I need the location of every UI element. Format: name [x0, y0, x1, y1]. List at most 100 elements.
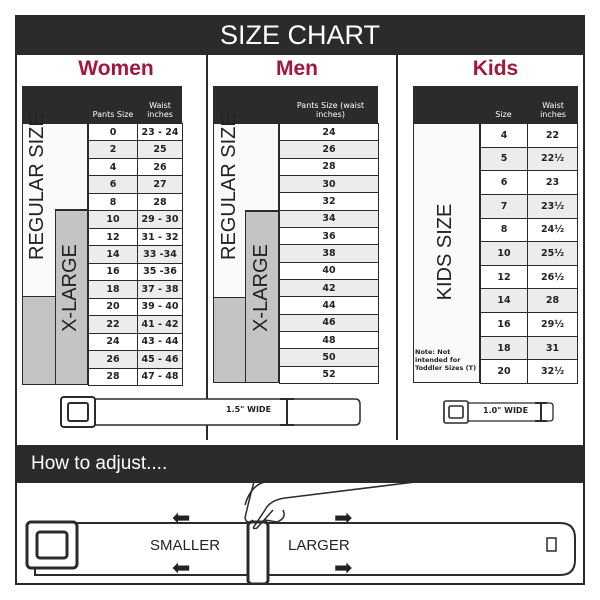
- size-cell: 14: [88, 245, 138, 264]
- waist-cell: 26: [137, 157, 183, 177]
- divider: [206, 55, 208, 440]
- size-cell: 12: [480, 264, 528, 290]
- divider: [396, 55, 398, 440]
- men-col-pants-size: Pants Size (waist inches): [296, 100, 365, 120]
- arrow-left-icon: ⬅: [172, 556, 191, 581]
- size-cell: 38: [279, 244, 379, 263]
- women-col-pants-size: Pants Size: [92, 110, 134, 120]
- size-cell: 5: [480, 146, 528, 172]
- waist-cell: 29 - 30: [137, 210, 183, 229]
- size-cell: 4: [480, 123, 528, 148]
- women-belt-width-label: 1.5" WIDE: [226, 405, 272, 414]
- size-cell: 26: [279, 140, 379, 159]
- size-cell: 16: [480, 312, 528, 337]
- waist-cell: 26½: [527, 264, 578, 290]
- size-cell: 52: [279, 365, 379, 384]
- waist-cell: 31: [527, 335, 578, 361]
- waist-cell: 39 - 40: [137, 297, 183, 317]
- women-col-waist: Waist inches: [147, 100, 173, 120]
- adjust-heading: How to adjust....: [15, 445, 585, 483]
- men-xlarge-label: X-LARGE: [250, 244, 272, 332]
- size-cell: 24: [88, 332, 138, 352]
- kids-belt-width-label: 1.0" WIDE: [483, 406, 529, 415]
- waist-cell: 37 - 38: [137, 280, 183, 299]
- size-cell: 7: [480, 193, 528, 219]
- size-cell: 26: [88, 350, 138, 369]
- women-xlarge-block: [22, 296, 56, 385]
- waist-cell: 29½: [527, 312, 578, 337]
- size-cell: 18: [480, 335, 528, 361]
- women-heading: Women: [78, 57, 154, 80]
- size-cell: 0: [88, 123, 138, 142]
- arrow-right-icon: ➡: [334, 506, 353, 531]
- size-cell: 10: [480, 241, 528, 266]
- kids-label-block: [413, 123, 480, 383]
- larger-label: LARGER: [288, 537, 350, 554]
- size-cell: 40: [279, 261, 379, 280]
- size-cell: 28: [88, 367, 138, 386]
- size-cell: 44: [279, 296, 379, 315]
- men-regular-label: REGULAR SIZE: [218, 113, 240, 260]
- size-cell: 20: [88, 297, 138, 317]
- waist-cell: 23 - 24: [137, 123, 183, 142]
- size-cell: 6: [88, 175, 138, 194]
- waist-cell: 24½: [527, 217, 578, 243]
- waist-cell: 22½: [527, 146, 578, 172]
- women-regular-block: [22, 123, 88, 210]
- waist-cell: 47 - 48: [137, 367, 183, 386]
- waist-cell: 45 - 46: [137, 350, 183, 369]
- men-xlarge-block: [245, 211, 279, 383]
- kids-heading: Kids: [472, 57, 519, 80]
- size-cell: 28: [279, 157, 379, 176]
- size-cell: 8: [480, 217, 528, 243]
- size-cell: 46: [279, 313, 379, 332]
- kids-note: Note: Not intended for Toddler Sizes (T): [415, 348, 477, 373]
- size-cell: 32: [279, 192, 379, 211]
- size-cell: 12: [88, 227, 138, 247]
- kids-col-waist: Waist inches: [540, 100, 566, 120]
- size-cell: 2: [88, 140, 138, 159]
- belt-diagram-1-5-inch: [60, 396, 361, 428]
- waist-cell: 23½: [527, 193, 578, 219]
- size-cell: 4: [88, 157, 138, 177]
- waist-cell: 33 -34: [137, 245, 183, 264]
- men-xlarge-block: [213, 297, 246, 383]
- size-cell: 48: [279, 331, 379, 350]
- size-cell: 8: [88, 192, 138, 212]
- kids-table-header: Size Waist inches: [413, 86, 578, 123]
- men-regular-block: [213, 123, 279, 211]
- waist-cell: 27: [137, 175, 183, 194]
- size-cell: 50: [279, 348, 379, 367]
- women-xlarge-label: X-LARGE: [59, 244, 81, 332]
- waist-cell: 31 - 32: [137, 227, 183, 247]
- kids-size-label: KIDS SIZE: [434, 203, 456, 301]
- size-cell: 16: [88, 262, 138, 282]
- waist-cell: 43 - 44: [137, 332, 183, 352]
- men-table-header: Pants Size (waist inches): [213, 86, 378, 123]
- waist-cell: 41 - 42: [137, 315, 183, 334]
- waist-cell: 28: [527, 288, 578, 314]
- page-title: SIZE CHART: [15, 15, 585, 55]
- arrow-left-icon: ⬅: [172, 506, 191, 531]
- size-cell: 34: [279, 209, 379, 228]
- women-table-header: Pants Size Waist inches: [22, 86, 182, 123]
- waist-cell: 25½: [527, 241, 578, 266]
- size-cell: 14: [480, 288, 528, 314]
- arrow-right-icon: ➡: [334, 556, 353, 581]
- smaller-label: SMALLER: [150, 537, 221, 554]
- belt-diagram-1-0-inch: [443, 400, 554, 424]
- size-cell: 20: [480, 359, 528, 384]
- women-xlarge-block: [55, 210, 88, 385]
- size-cell: 36: [279, 227, 379, 246]
- belt-adjust-diagram: [25, 477, 576, 585]
- men-heading: Men: [276, 57, 318, 80]
- waist-cell: 25: [137, 140, 183, 159]
- waist-cell: 28: [137, 192, 183, 212]
- waist-cell: 22: [527, 123, 578, 148]
- size-cell: 30: [279, 175, 379, 194]
- waist-cell: 32½: [527, 359, 578, 384]
- women-regular-label: REGULAR SIZE: [26, 113, 48, 260]
- size-cell: 6: [480, 170, 528, 195]
- waist-cell: 23: [527, 170, 578, 195]
- size-cell: 42: [279, 279, 379, 298]
